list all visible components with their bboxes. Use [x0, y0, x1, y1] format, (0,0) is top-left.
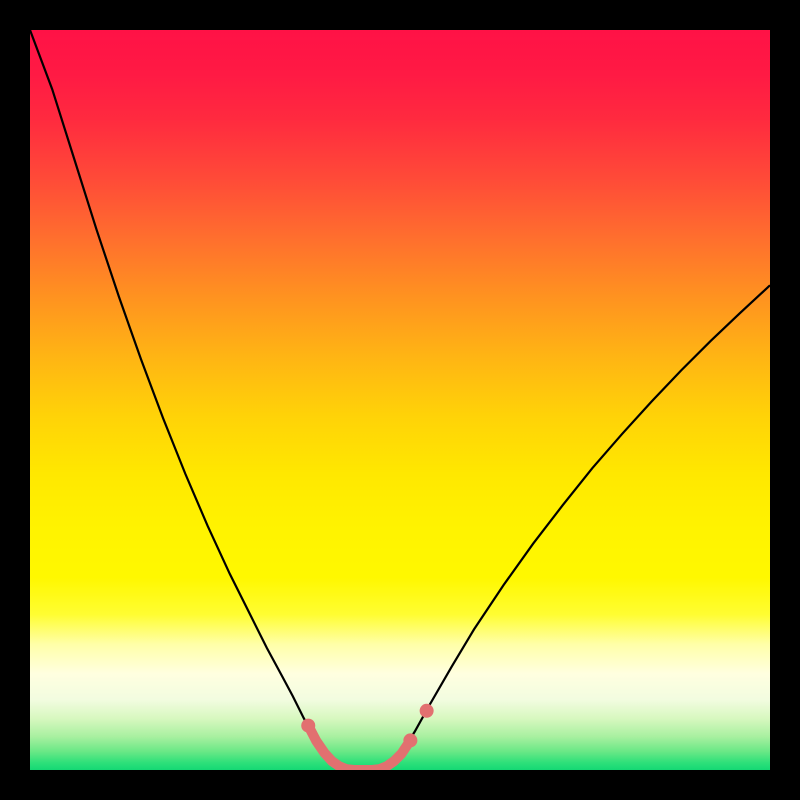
frame-right [770, 0, 800, 800]
frame-top [0, 0, 800, 30]
frame-bottom [0, 770, 800, 800]
frame-left [0, 0, 30, 800]
marker-lone-dot [420, 704, 434, 718]
plot-area [30, 30, 770, 770]
gradient-background [30, 30, 770, 770]
marker-u-end-cap [403, 733, 417, 747]
marker-u-start-cap [301, 719, 315, 733]
plot-svg [30, 30, 770, 770]
